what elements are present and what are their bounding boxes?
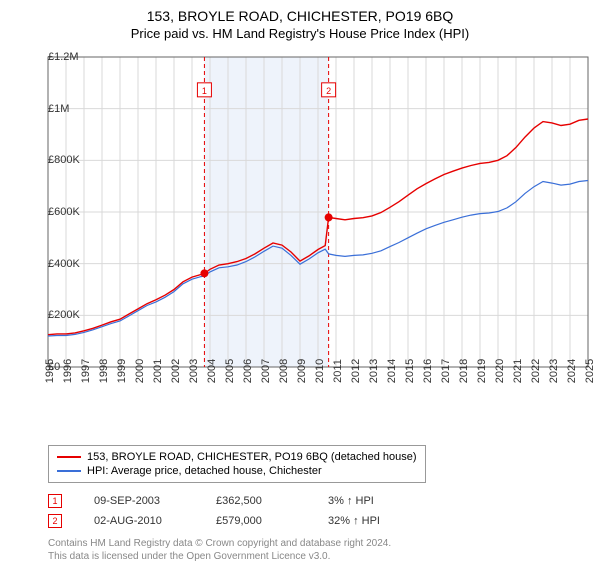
chart-subtitle: Price paid vs. HM Land Registry's House … [6, 26, 594, 41]
legend-label: 153, BROYLE ROAD, CHICHESTER, PO19 6BQ (… [87, 451, 417, 463]
chart-container: 153, BROYLE ROAD, CHICHESTER, PO19 6BQ P… [0, 0, 600, 569]
chart-area: 12 £0£200K£400K£600K£800K£1M£1.2M 199519… [6, 49, 594, 409]
sale-row: 1 09-SEP-2003 £362,500 3% ↑ HPI [48, 491, 594, 511]
sale-vs-hpi: 32% ↑ HPI [328, 515, 398, 527]
sale-price: £579,000 [216, 515, 296, 527]
sales-table: 1 09-SEP-2003 £362,500 3% ↑ HPI 2 02-AUG-2010… [48, 491, 594, 531]
legend-item: 153, BROYLE ROAD, CHICHESTER, PO19 6BQ (… [57, 450, 417, 464]
sale-marker-box: 2 [48, 514, 62, 528]
footer-attribution: Contains HM Land Registry data © Crown c… [48, 537, 594, 563]
legend-label: HPI: Average price, detached house, Chic… [87, 465, 322, 477]
sale-price: £362,500 [216, 495, 296, 507]
footer-line-2: This data is licensed under the Open Gov… [48, 550, 594, 563]
sale-marker-box: 1 [48, 494, 62, 508]
sale-row: 2 02-AUG-2010 £579,000 32% ↑ HPI [48, 511, 594, 531]
sale-date: 02-AUG-2010 [94, 515, 184, 527]
chart-title: 153, BROYLE ROAD, CHICHESTER, PO19 6BQ [6, 8, 594, 24]
legend-swatch [57, 456, 81, 458]
legend: 153, BROYLE ROAD, CHICHESTER, PO19 6BQ (… [48, 445, 426, 483]
sale-vs-hpi: 3% ↑ HPI [328, 495, 398, 507]
footer-line-1: Contains HM Land Registry data © Crown c… [48, 537, 594, 550]
svg-text:2: 2 [326, 86, 331, 96]
svg-text:1: 1 [202, 86, 207, 96]
sale-date: 09-SEP-2003 [94, 495, 184, 507]
legend-item: HPI: Average price, detached house, Chic… [57, 464, 417, 478]
line-chart: 12 [6, 49, 594, 373]
legend-swatch [57, 470, 81, 472]
